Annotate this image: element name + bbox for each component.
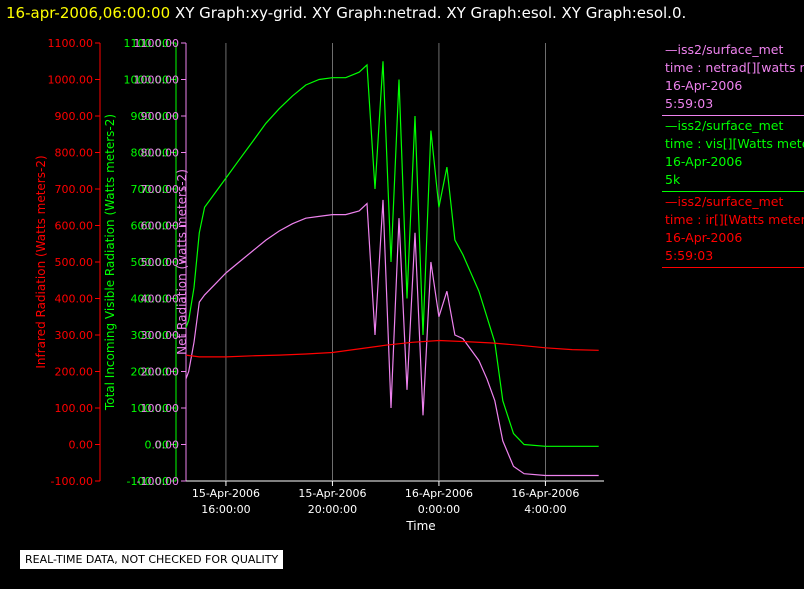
netrad-axis: -100.00 0.00 100.00 200.00 300.00 400.00 500.0… <box>134 37 190 488</box>
netrad-axis-tick-label: 900.00 <box>141 110 180 123</box>
vis-axis-tick-label: 0.00 <box>145 439 170 452</box>
x-tick-label: 16:00:00 <box>201 503 250 516</box>
netrad-axis-label: Net Radiation (watts meters-2) <box>175 169 189 355</box>
vis-axis-tick-label: 900.00 <box>131 110 170 123</box>
grid-layer <box>225 43 546 481</box>
netrad-axis-tick-label: 400.00 <box>141 293 180 306</box>
ir-axis-tick-label: 100.00 <box>55 402 94 415</box>
netrad-axis-tick-label: 1100.00 <box>134 37 180 50</box>
netrad-axis-tick-label: 200.00 <box>141 366 180 379</box>
legend-line: 16-Apr-2006 <box>665 230 743 245</box>
legend-line: —iss2/surface_met <box>665 118 784 133</box>
ir-axis: -100.00 0.00 100.00 200.00 300.00 400.00 500.0… <box>34 37 101 488</box>
x-tick-label: 15-Apr-2006 <box>192 487 260 500</box>
legend-line: 5k <box>665 172 681 187</box>
series-layer <box>185 61 599 477</box>
legend-line: 5:59:03 <box>665 96 714 111</box>
vis-axis-tick-label: 200.00 <box>131 366 170 379</box>
ir-axis-tick-label: 500.00 <box>55 256 94 269</box>
legend-line: —iss2/surface_met <box>665 42 784 57</box>
ir-axis-tick-label: 400.00 <box>55 293 94 306</box>
ir-axis-label: Infrared Radiation (Watts meters-2) <box>34 155 48 368</box>
axes-layer: -100.00 0.00 100.00 200.00 300.00 400.00 500.0… <box>34 37 604 516</box>
ir-axis-tick-label: 200.00 <box>55 366 94 379</box>
netrad-axis-tick-label: 300.00 <box>141 329 180 342</box>
ir-axis-tick-label: 300.00 <box>55 329 94 342</box>
vis-axis: -100.00 0.00 100.00 200.00 300.00 400.00 500.0… <box>103 37 177 488</box>
vis-axis-tick-label: 1000.00 <box>124 74 170 87</box>
netrad-axis-tick-label: -100.00 <box>137 475 179 488</box>
quality-notice: REAL-TIME DATA, NOT CHECKED FOR QUALITY <box>20 550 284 569</box>
ir-axis-tick-label: 1100.00 <box>48 37 94 50</box>
x-tick-label: 20:00:00 <box>308 503 357 516</box>
ir-axis-tick-label: 800.00 <box>55 147 94 160</box>
vis-axis-tick-label: 400.00 <box>131 293 170 306</box>
x-axis-label: Time <box>405 519 435 533</box>
vis-axis-tick-label: 1100.00 <box>124 37 170 50</box>
netrad-axis-tick-label: 800.00 <box>141 147 180 160</box>
vis-axis-label: Total Incoming Visible Radiation (Watts … <box>103 114 117 411</box>
ir-axis-tick-label: 0.00 <box>69 439 94 452</box>
legend-line: 16-Apr-2006 <box>665 154 743 169</box>
netrad-axis-tick-label: 0.00 <box>155 439 180 452</box>
x-tick-label: 0:00:00 <box>418 503 460 516</box>
ir-axis-tick-label: 600.00 <box>55 220 94 233</box>
vis-axis-tick-label: 500.00 <box>131 256 170 269</box>
netrad-axis-tick-label: 700.00 <box>141 183 180 196</box>
netrad-axis-tick-label: 1000.00 <box>134 74 180 87</box>
ir-axis-tick-label: 700.00 <box>55 183 94 196</box>
legend-line: 16-Apr-2006 <box>665 78 743 93</box>
legend-line: time : netrad[][watts met <box>665 60 804 75</box>
legend-line: 5:59:03 <box>665 248 714 263</box>
header-graph-titles: XY Graph:xy-grid. XY Graph:netrad. XY Gr… <box>174 4 687 22</box>
vis-axis-tick-label: -100.00 <box>127 475 169 488</box>
x-tick-label: 4:00:00 <box>524 503 566 516</box>
ir-axis-tick-label: 900.00 <box>55 110 94 123</box>
x-tick-label: 15-Apr-2006 <box>298 487 366 500</box>
x-tick-label: 16-Apr-2006 <box>511 487 579 500</box>
vis-axis-tick-label: 800.00 <box>131 147 170 160</box>
ir-axis-tick-label: 1000.00 <box>48 74 94 87</box>
netrad-axis-tick-label: 600.00 <box>141 220 180 233</box>
vis-axis-tick-label: 700.00 <box>131 183 170 196</box>
vis-axis-tick-label: 600.00 <box>131 220 170 233</box>
series-line-vis <box>185 61 599 447</box>
vis-axis-tick-label: 300.00 <box>131 329 170 342</box>
legend-line: time : ir[][Watts meters <box>665 212 804 227</box>
graph-header: 16-apr-2006,06:00:00 XY Graph:xy-grid. X… <box>6 4 686 24</box>
legend-line: time : vis[][Watts meter <box>665 136 804 151</box>
netrad-axis-tick-label: 100.00 <box>141 402 180 415</box>
netrad-axis-tick-label: 500.00 <box>141 256 180 269</box>
legend-line: —iss2/surface_met <box>665 194 784 209</box>
ir-axis-tick-label: -100.00 <box>51 475 93 488</box>
series-line-ir <box>185 339 599 358</box>
vis-axis-tick-label: 100.00 <box>131 402 170 415</box>
header-timestamp: 16-apr-2006,06:00:00 <box>6 4 171 22</box>
series-line-netrad <box>185 199 599 477</box>
x-tick-label: 16-Apr-2006 <box>405 487 473 500</box>
